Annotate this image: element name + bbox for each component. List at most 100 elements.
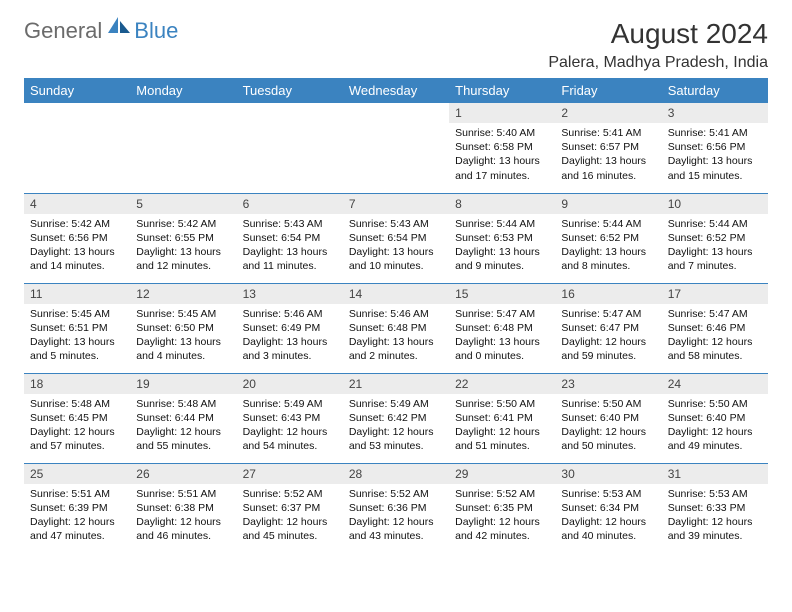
day-details: Sunrise: 5:51 AMSunset: 6:39 PMDaylight:… <box>24 484 130 547</box>
day-details: Sunrise: 5:52 AMSunset: 6:36 PMDaylight:… <box>343 484 449 547</box>
calendar-week-row: 25Sunrise: 5:51 AMSunset: 6:39 PMDayligh… <box>24 463 768 553</box>
day-number: 25 <box>24 464 130 484</box>
day-number: 3 <box>662 103 768 123</box>
calendar-week-row: 11Sunrise: 5:45 AMSunset: 6:51 PMDayligh… <box>24 283 768 373</box>
day-number: 23 <box>555 374 661 394</box>
calendar-day-cell: 14Sunrise: 5:46 AMSunset: 6:48 PMDayligh… <box>343 283 449 373</box>
weekday-header: Sunday <box>24 78 130 103</box>
day-number: 31 <box>662 464 768 484</box>
day-details: Sunrise: 5:45 AMSunset: 6:51 PMDaylight:… <box>24 304 130 367</box>
calendar-day-cell: 9Sunrise: 5:44 AMSunset: 6:52 PMDaylight… <box>555 193 661 283</box>
calendar-day-cell: 26Sunrise: 5:51 AMSunset: 6:38 PMDayligh… <box>130 463 236 553</box>
day-number: 29 <box>449 464 555 484</box>
weekday-header-row: Sunday Monday Tuesday Wednesday Thursday… <box>24 78 768 103</box>
sail-icon <box>106 15 132 35</box>
calendar-day-cell: 24Sunrise: 5:50 AMSunset: 6:40 PMDayligh… <box>662 373 768 463</box>
logo: General Blue <box>24 18 178 44</box>
day-number: 18 <box>24 374 130 394</box>
calendar-day-cell <box>343 103 449 193</box>
calendar-day-cell: 1Sunrise: 5:40 AMSunset: 6:58 PMDaylight… <box>449 103 555 193</box>
day-number: 1 <box>449 103 555 123</box>
day-details: Sunrise: 5:52 AMSunset: 6:35 PMDaylight:… <box>449 484 555 547</box>
day-details: Sunrise: 5:47 AMSunset: 6:47 PMDaylight:… <box>555 304 661 367</box>
calendar-day-cell: 18Sunrise: 5:48 AMSunset: 6:45 PMDayligh… <box>24 373 130 463</box>
day-number: 5 <box>130 194 236 214</box>
day-number: 6 <box>237 194 343 214</box>
calendar-day-cell: 29Sunrise: 5:52 AMSunset: 6:35 PMDayligh… <box>449 463 555 553</box>
day-number: 28 <box>343 464 449 484</box>
calendar-day-cell: 4Sunrise: 5:42 AMSunset: 6:56 PMDaylight… <box>24 193 130 283</box>
day-details: Sunrise: 5:42 AMSunset: 6:55 PMDaylight:… <box>130 214 236 277</box>
day-number: 8 <box>449 194 555 214</box>
day-number: 13 <box>237 284 343 304</box>
day-details: Sunrise: 5:49 AMSunset: 6:42 PMDaylight:… <box>343 394 449 457</box>
day-details: Sunrise: 5:41 AMSunset: 6:57 PMDaylight:… <box>555 123 661 186</box>
location-text: Palera, Madhya Pradesh, India <box>548 54 768 72</box>
day-number: 4 <box>24 194 130 214</box>
calendar-day-cell: 6Sunrise: 5:43 AMSunset: 6:54 PMDaylight… <box>237 193 343 283</box>
day-details: Sunrise: 5:50 AMSunset: 6:40 PMDaylight:… <box>662 394 768 457</box>
day-number: 11 <box>24 284 130 304</box>
calendar-day-cell: 10Sunrise: 5:44 AMSunset: 6:52 PMDayligh… <box>662 193 768 283</box>
calendar-day-cell: 23Sunrise: 5:50 AMSunset: 6:40 PMDayligh… <box>555 373 661 463</box>
weekday-header: Saturday <box>662 78 768 103</box>
logo-text-general: General <box>24 18 102 44</box>
calendar-week-row: 4Sunrise: 5:42 AMSunset: 6:56 PMDaylight… <box>24 193 768 283</box>
day-details: Sunrise: 5:53 AMSunset: 6:34 PMDaylight:… <box>555 484 661 547</box>
calendar-day-cell: 20Sunrise: 5:49 AMSunset: 6:43 PMDayligh… <box>237 373 343 463</box>
calendar-day-cell: 2Sunrise: 5:41 AMSunset: 6:57 PMDaylight… <box>555 103 661 193</box>
calendar-day-cell: 16Sunrise: 5:47 AMSunset: 6:47 PMDayligh… <box>555 283 661 373</box>
calendar-day-cell <box>24 103 130 193</box>
calendar-day-cell: 25Sunrise: 5:51 AMSunset: 6:39 PMDayligh… <box>24 463 130 553</box>
calendar-day-cell <box>237 103 343 193</box>
day-details: Sunrise: 5:45 AMSunset: 6:50 PMDaylight:… <box>130 304 236 367</box>
calendar-day-cell: 5Sunrise: 5:42 AMSunset: 6:55 PMDaylight… <box>130 193 236 283</box>
day-number: 26 <box>130 464 236 484</box>
day-details: Sunrise: 5:46 AMSunset: 6:49 PMDaylight:… <box>237 304 343 367</box>
day-number: 17 <box>662 284 768 304</box>
weekday-header: Wednesday <box>343 78 449 103</box>
calendar-day-cell: 19Sunrise: 5:48 AMSunset: 6:44 PMDayligh… <box>130 373 236 463</box>
day-details: Sunrise: 5:44 AMSunset: 6:52 PMDaylight:… <box>662 214 768 277</box>
calendar-day-cell: 17Sunrise: 5:47 AMSunset: 6:46 PMDayligh… <box>662 283 768 373</box>
day-number: 14 <box>343 284 449 304</box>
day-details: Sunrise: 5:46 AMSunset: 6:48 PMDaylight:… <box>343 304 449 367</box>
title-block: August 2024 Palera, Madhya Pradesh, Indi… <box>548 18 768 72</box>
day-number: 9 <box>555 194 661 214</box>
day-details: Sunrise: 5:50 AMSunset: 6:41 PMDaylight:… <box>449 394 555 457</box>
weekday-header: Friday <box>555 78 661 103</box>
day-number: 19 <box>130 374 236 394</box>
day-details: Sunrise: 5:40 AMSunset: 6:58 PMDaylight:… <box>449 123 555 186</box>
day-number: 21 <box>343 374 449 394</box>
month-title: August 2024 <box>548 18 768 50</box>
calendar-day-cell: 21Sunrise: 5:49 AMSunset: 6:42 PMDayligh… <box>343 373 449 463</box>
calendar-day-cell: 13Sunrise: 5:46 AMSunset: 6:49 PMDayligh… <box>237 283 343 373</box>
day-details: Sunrise: 5:47 AMSunset: 6:46 PMDaylight:… <box>662 304 768 367</box>
day-details: Sunrise: 5:43 AMSunset: 6:54 PMDaylight:… <box>343 214 449 277</box>
calendar-day-cell: 3Sunrise: 5:41 AMSunset: 6:56 PMDaylight… <box>662 103 768 193</box>
day-details: Sunrise: 5:49 AMSunset: 6:43 PMDaylight:… <box>237 394 343 457</box>
day-number: 27 <box>237 464 343 484</box>
day-number: 15 <box>449 284 555 304</box>
day-details: Sunrise: 5:48 AMSunset: 6:45 PMDaylight:… <box>24 394 130 457</box>
day-details: Sunrise: 5:52 AMSunset: 6:37 PMDaylight:… <box>237 484 343 547</box>
day-details: Sunrise: 5:51 AMSunset: 6:38 PMDaylight:… <box>130 484 236 547</box>
day-number: 7 <box>343 194 449 214</box>
calendar-day-cell: 28Sunrise: 5:52 AMSunset: 6:36 PMDayligh… <box>343 463 449 553</box>
page-header: General Blue August 2024 Palera, Madhya … <box>24 18 768 72</box>
calendar-day-cell: 22Sunrise: 5:50 AMSunset: 6:41 PMDayligh… <box>449 373 555 463</box>
day-number: 24 <box>662 374 768 394</box>
calendar-day-cell: 15Sunrise: 5:47 AMSunset: 6:48 PMDayligh… <box>449 283 555 373</box>
calendar-day-cell: 27Sunrise: 5:52 AMSunset: 6:37 PMDayligh… <box>237 463 343 553</box>
calendar-day-cell: 8Sunrise: 5:44 AMSunset: 6:53 PMDaylight… <box>449 193 555 283</box>
calendar-day-cell <box>130 103 236 193</box>
day-details: Sunrise: 5:53 AMSunset: 6:33 PMDaylight:… <box>662 484 768 547</box>
day-number: 12 <box>130 284 236 304</box>
calendar-week-row: 1Sunrise: 5:40 AMSunset: 6:58 PMDaylight… <box>24 103 768 193</box>
day-number: 30 <box>555 464 661 484</box>
weekday-header: Thursday <box>449 78 555 103</box>
day-details: Sunrise: 5:42 AMSunset: 6:56 PMDaylight:… <box>24 214 130 277</box>
calendar-day-cell: 7Sunrise: 5:43 AMSunset: 6:54 PMDaylight… <box>343 193 449 283</box>
day-details: Sunrise: 5:41 AMSunset: 6:56 PMDaylight:… <box>662 123 768 186</box>
day-details: Sunrise: 5:48 AMSunset: 6:44 PMDaylight:… <box>130 394 236 457</box>
